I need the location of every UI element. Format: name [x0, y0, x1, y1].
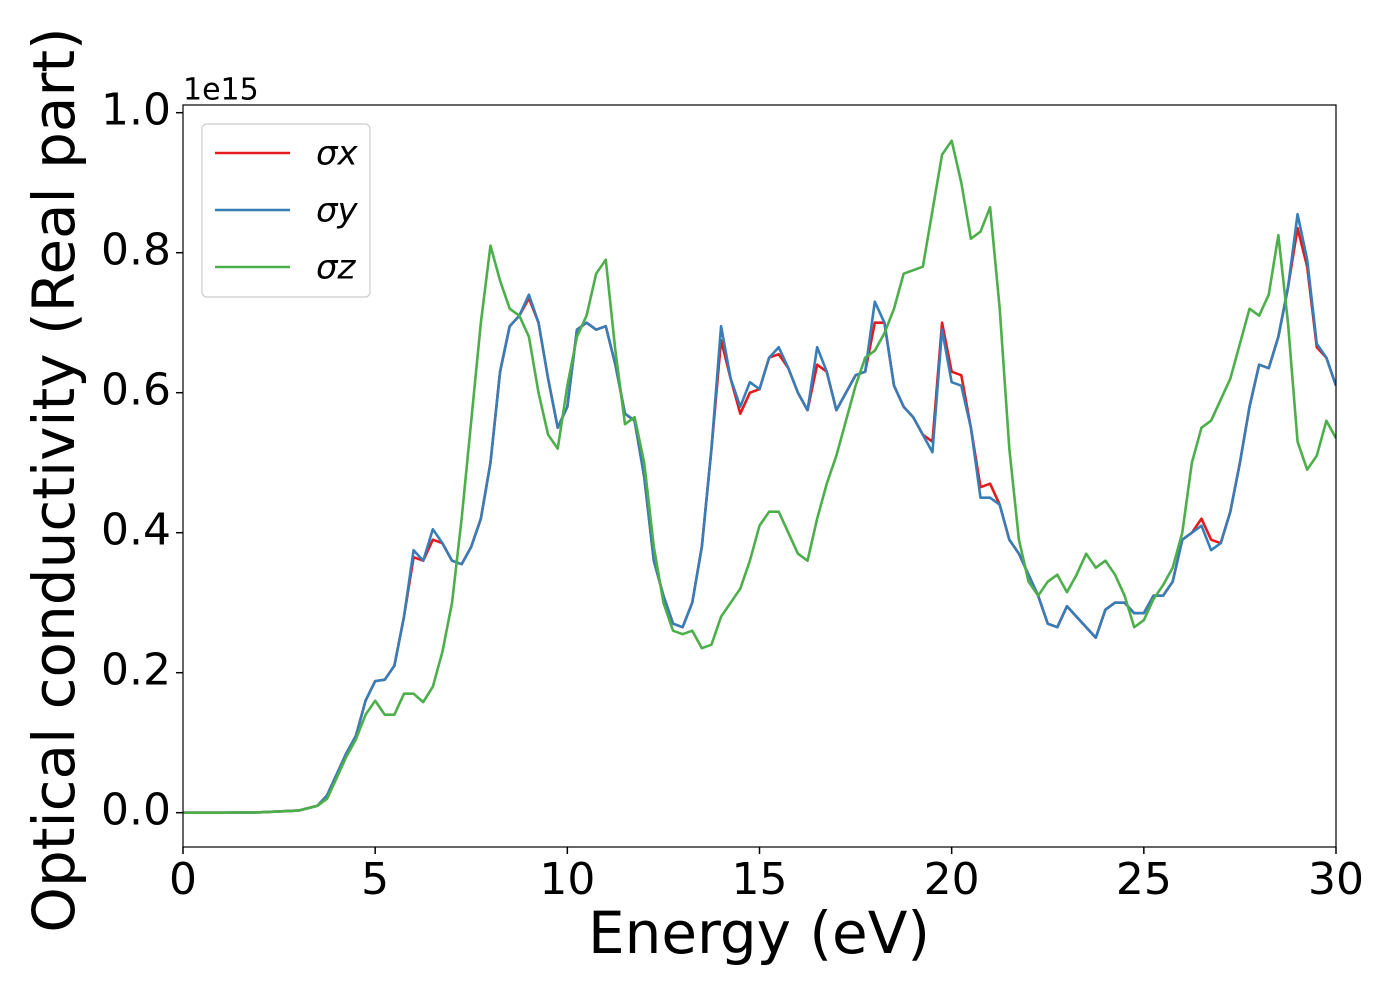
x-tick-label: 0 [169, 854, 197, 905]
series-line [183, 212, 1336, 814]
x-tick-label: 25 [1116, 854, 1172, 905]
x-tick-label: 20 [924, 854, 980, 905]
y-tick-label: 0.0 [101, 785, 171, 836]
x-tick-label: 15 [732, 854, 788, 905]
x-tick-label: 10 [539, 854, 595, 905]
series-line [183, 226, 1336, 814]
y-offset-label: 1e15 [183, 73, 259, 108]
y-tick-label: 1.0 [101, 85, 171, 136]
x-tick-label: 30 [1308, 854, 1364, 905]
x-axis-label: Energy (eV) [588, 899, 930, 967]
y-tick-label: 0.6 [101, 365, 171, 416]
y-tick-label: 0.4 [101, 505, 171, 556]
legend-label: σy [316, 191, 359, 231]
y-tick-label: 0.8 [101, 225, 171, 276]
y-tick-label: 0.2 [101, 645, 171, 696]
legend-label: σx [316, 134, 359, 174]
series-line [183, 139, 1336, 814]
y-axis-label: Optical conductivity (Real part) [20, 27, 88, 932]
plot-frame [182, 104, 1337, 848]
x-tick-label: 5 [361, 854, 389, 905]
legend-label: σz [316, 248, 357, 288]
